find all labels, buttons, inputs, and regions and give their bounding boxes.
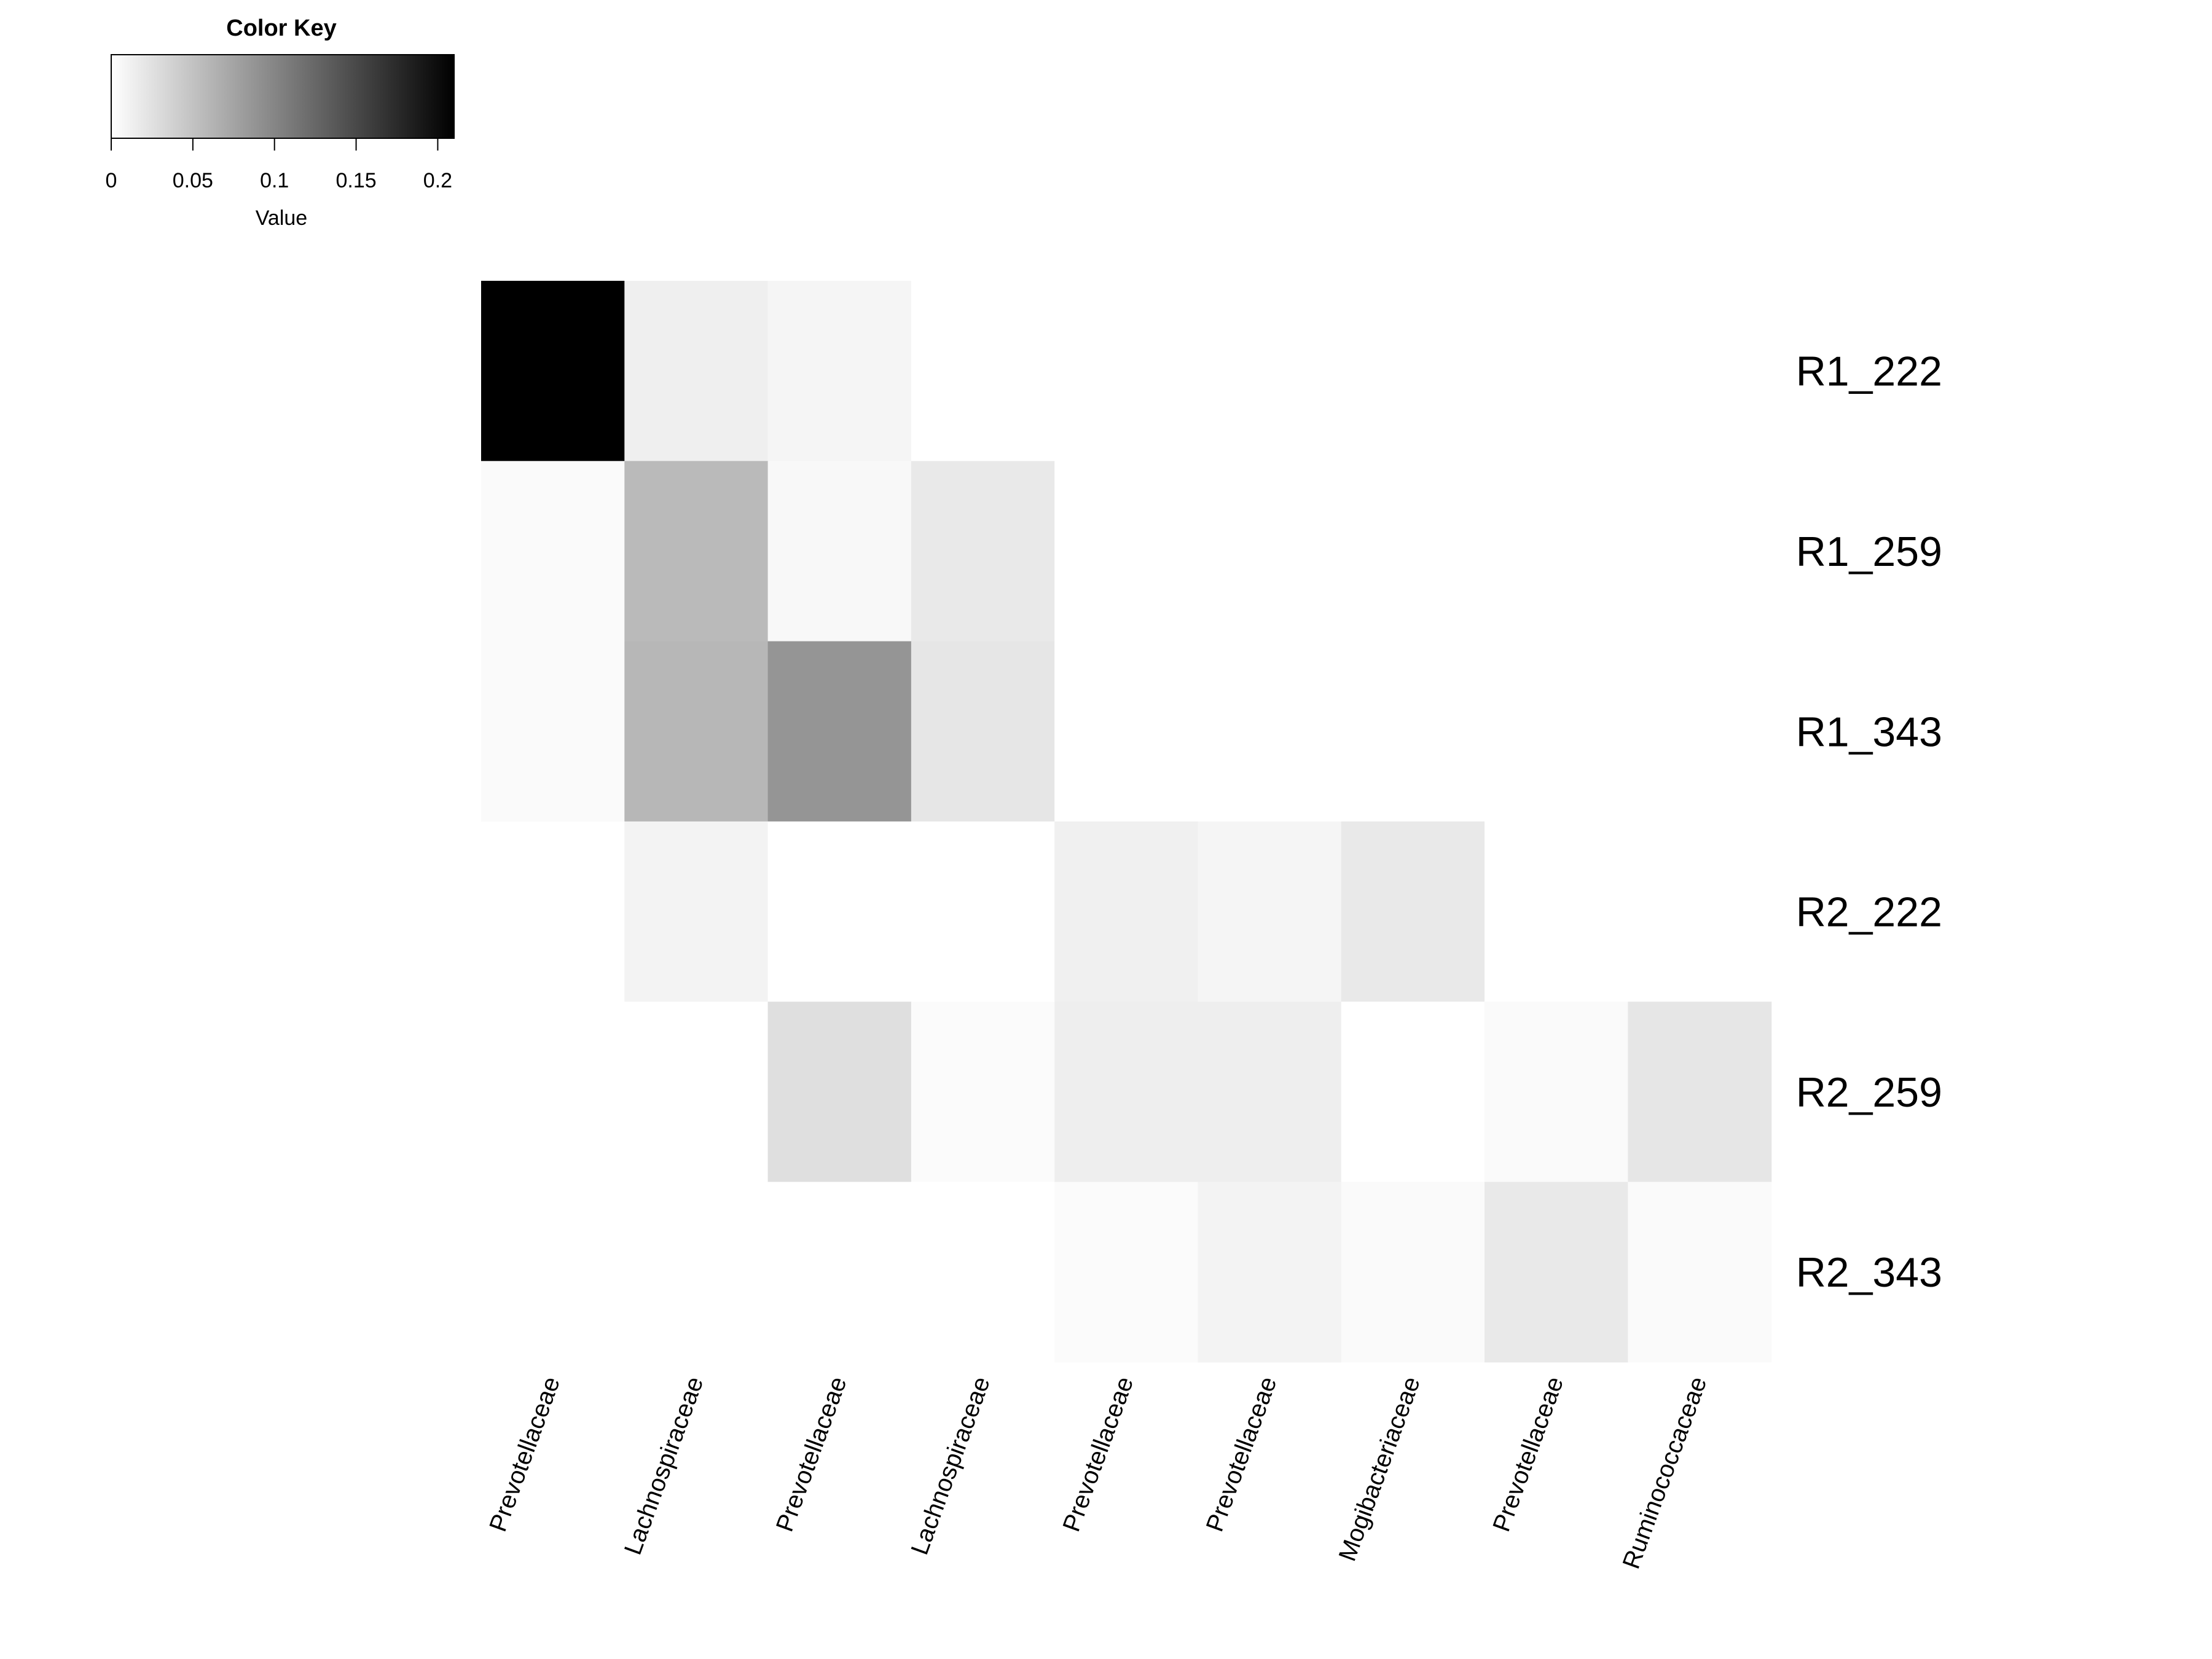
column-label: Prevotellaceae — [1488, 1373, 1569, 1535]
heatmap-cell — [1198, 821, 1342, 1002]
heatmap-cell — [624, 281, 769, 461]
column-label: Mogibacteriaceae — [1334, 1373, 1426, 1565]
heatmap-cell — [911, 641, 1055, 822]
heatmap-cell — [1341, 821, 1485, 1002]
heatmap-cell — [1484, 1002, 1628, 1183]
column-label: Ruminococcaceae — [1618, 1373, 1712, 1572]
heatmap-cell — [1341, 1182, 1485, 1363]
heatmap-cell — [624, 1002, 769, 1183]
row-labels: R1_222 R1_259 R1_343 R2_222 R2_259 R2_343 — [1796, 348, 1942, 1296]
heatmap-cell — [1054, 1182, 1199, 1363]
heatmap-cell — [767, 1002, 912, 1183]
heatmap-cell — [1484, 1182, 1628, 1363]
heatmap-cell — [1484, 821, 1628, 1002]
heatmap-cell — [767, 821, 912, 1002]
color-key-tick-label: 0.05 — [173, 169, 213, 192]
color-key-xlabel: Value — [256, 206, 307, 230]
row-label: R1_259 — [1796, 528, 1942, 575]
column-label: Lachnospiraceae — [619, 1373, 709, 1558]
color-key-tick-label: 0 — [106, 169, 117, 192]
heatmap-cell — [1628, 821, 1772, 1002]
heatmap-cell — [1628, 1002, 1772, 1183]
column-labels: Prevotellaceae Lachnospiraceae Prevotellac… — [484, 1373, 1712, 1572]
heatmap-cell — [481, 1002, 625, 1183]
heatmap-cell — [1054, 281, 1199, 461]
heatmap-cell — [1341, 641, 1485, 822]
heatmap-cell — [1628, 641, 1772, 822]
heatmap-cell — [1628, 1182, 1772, 1363]
row-label: R2_259 — [1796, 1069, 1942, 1116]
heatmap-cell — [481, 1182, 625, 1363]
heatmap-cell — [1198, 1002, 1342, 1183]
color-key-title: Color Key — [226, 15, 336, 41]
heatmap-cell — [1628, 281, 1772, 461]
heatmap-cell — [1484, 641, 1628, 822]
row-label: R1_343 — [1796, 708, 1942, 755]
heatmap-cell — [624, 1182, 769, 1363]
heatmap-cell — [624, 821, 769, 1002]
heatmap-cell — [481, 821, 625, 1002]
color-key-tick-label: 0.15 — [335, 169, 376, 192]
color-key-ticks: 0 0.05 0.1 0.15 0.2 — [106, 138, 452, 192]
row-label: R2_222 — [1796, 889, 1942, 936]
heatmap-cell — [1628, 461, 1772, 642]
heatmap-cell — [911, 1002, 1055, 1183]
heatmap-cell — [767, 281, 912, 461]
heatmap-cell — [481, 641, 625, 822]
heatmap-cell — [1054, 1002, 1199, 1183]
column-label: Prevotellaceae — [484, 1373, 565, 1535]
heatmap-cell — [1054, 461, 1199, 642]
heatmap-cell — [911, 461, 1055, 642]
heatmap-cell — [1341, 281, 1485, 461]
heatmap-cell — [1198, 281, 1342, 461]
heatmap-cell — [1341, 1002, 1485, 1183]
column-label: Prevotellaceae — [1201, 1373, 1282, 1535]
heatmap-cell — [624, 461, 769, 642]
heatmap-cells — [481, 281, 1772, 1363]
heatmap-cell — [1484, 461, 1628, 642]
heatmap-cell — [1198, 461, 1342, 642]
color-key-gradient-bar — [111, 54, 455, 139]
heatmap-cell — [481, 281, 625, 461]
heatmap-cell — [1198, 1182, 1342, 1363]
heatmap-cell — [911, 281, 1055, 461]
color-key-tick-label: 0.1 — [260, 169, 289, 192]
heatmap-cell — [911, 821, 1055, 1002]
color-key-tick-label: 0.2 — [423, 169, 452, 192]
heatmap-cell — [1054, 821, 1199, 1002]
heatmap-cell — [767, 1182, 912, 1363]
heatmap-cell — [624, 641, 769, 822]
heatmap-cell — [767, 641, 912, 822]
heatmap-cell — [1341, 461, 1485, 642]
column-label: Prevotellaceae — [771, 1373, 852, 1535]
heatmap-cell — [1198, 641, 1342, 822]
row-label: R2_343 — [1796, 1249, 1942, 1296]
color-key: Color Key 0 0.05 0.1 0.15 0.2 Value — [106, 15, 455, 230]
column-label: Prevotellaceae — [1057, 1373, 1139, 1535]
heatmap-cell — [911, 1182, 1055, 1363]
column-label: Lachnospiraceae — [906, 1373, 995, 1558]
heatmap-cell — [1054, 641, 1199, 822]
heatmap-cell — [481, 461, 625, 642]
row-label: R1_222 — [1796, 348, 1942, 395]
heatmap-cell — [1484, 281, 1628, 461]
heatmap-cell — [767, 461, 912, 642]
